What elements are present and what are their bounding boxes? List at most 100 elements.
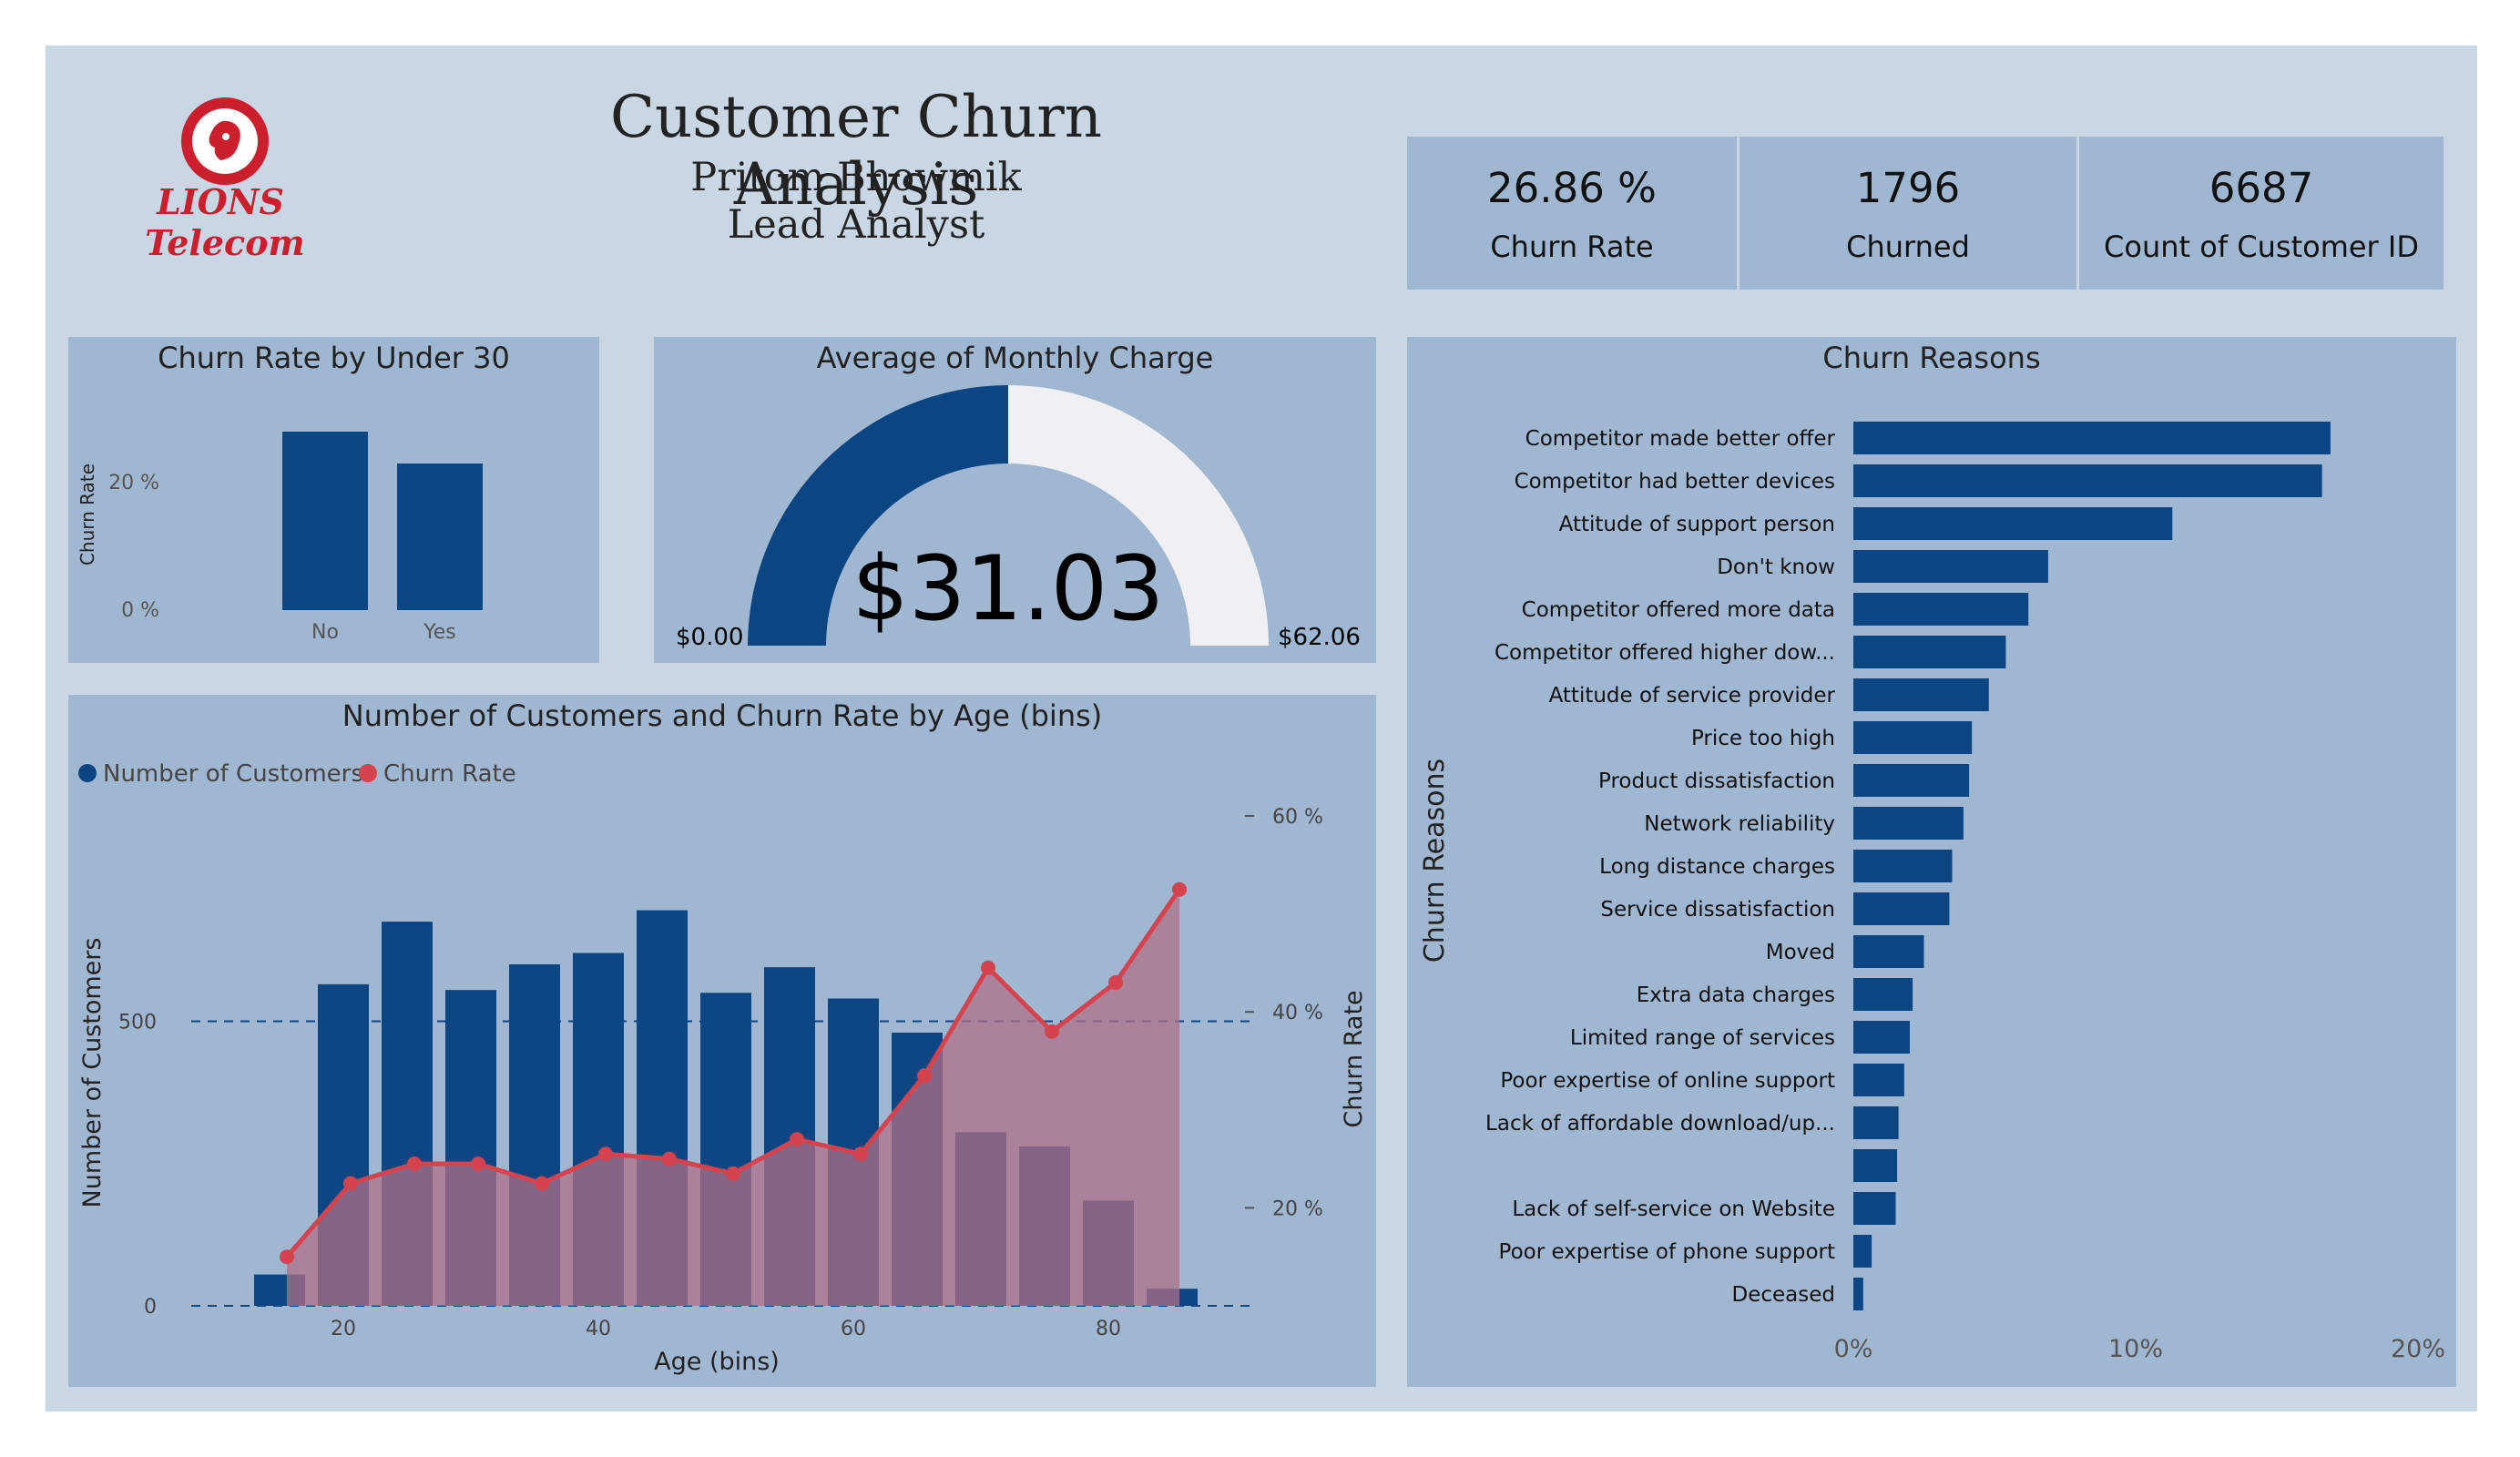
reason-bar bbox=[1853, 721, 1973, 754]
age-churn-rate-point bbox=[981, 960, 995, 975]
reason-label: Competitor offered more data bbox=[1522, 598, 1835, 622]
under30-y-axis-label: Churn Rate bbox=[77, 464, 98, 565]
reason-label: Moved bbox=[1766, 941, 1835, 964]
under30-x-tick: No bbox=[311, 621, 339, 644]
age-churn-rate-point bbox=[407, 1156, 422, 1171]
reason-bar bbox=[1853, 593, 2029, 626]
under30-chart: Churn Rate 0 % 20 % No Yes bbox=[77, 432, 483, 644]
reasons-x-tick: 0% bbox=[1834, 1335, 1873, 1363]
age-y-tick: 500 bbox=[118, 1012, 157, 1034]
reason-label: Service dissatisfaction bbox=[1600, 898, 1835, 922]
churn-reasons-title: Churn Reasons bbox=[1822, 341, 2041, 375]
under30-bar bbox=[397, 464, 483, 610]
age-churn-rate-point bbox=[1172, 881, 1187, 897]
under30-chart-title: Churn Rate by Under 30 bbox=[158, 341, 510, 375]
reason-bar bbox=[1853, 550, 2048, 583]
page-title: Customer Churn Analysis bbox=[610, 84, 1102, 219]
reason-label: Network reliability bbox=[1644, 812, 1835, 836]
logo-text-telecom: Telecom bbox=[145, 222, 304, 263]
reason-label: Lack of affordable download/up... bbox=[1485, 1112, 1835, 1136]
age-churn-rate-point bbox=[280, 1249, 294, 1265]
gauge-remaining-arc bbox=[1008, 385, 1269, 646]
under30-y-tick: 20 % bbox=[108, 472, 159, 494]
under30-x-tick: Yes bbox=[423, 621, 456, 644]
kpi-label: Count of Customer ID bbox=[2104, 229, 2419, 264]
age-churn-rate-point bbox=[535, 1176, 549, 1191]
churn-reasons-panel: Churn Reasons Churn Reasons Competitor ma… bbox=[1407, 337, 2456, 1387]
reason-label: Lack of self-service on Website bbox=[1512, 1197, 1835, 1221]
reasons-y-axis-label: Churn Reasons bbox=[1419, 759, 1451, 963]
age-chart-panel: Number of Customers and Churn Rate by Ag… bbox=[68, 695, 1376, 1387]
kpi-label: Churned bbox=[1846, 229, 1970, 264]
age-churn-rate-point bbox=[471, 1156, 485, 1171]
age-y-tick: 0 bbox=[144, 1296, 157, 1319]
age-churn-rate-point bbox=[853, 1146, 868, 1162]
reason-label: Long distance charges bbox=[1599, 855, 1835, 879]
reason-label: Poor expertise of online support bbox=[1500, 1069, 1835, 1093]
kpi-label: Churn Rate bbox=[1490, 229, 1654, 264]
age-x-tick: 40 bbox=[586, 1318, 611, 1340]
under30-bar bbox=[282, 432, 368, 610]
age-x-tick: 60 bbox=[841, 1318, 866, 1340]
age-churn-rate-point bbox=[662, 1151, 677, 1167]
analyst-role: Lead Analyst bbox=[727, 202, 985, 248]
logo-text-lions: LIONS bbox=[156, 181, 284, 222]
reason-bar bbox=[1853, 1278, 1863, 1310]
age-y-axis-label: Number of Customers bbox=[78, 938, 107, 1208]
churn-reasons-chart: Churn Reasons Competitor made better offe… bbox=[1419, 422, 2445, 1363]
reason-label: Attitude of support person bbox=[1559, 513, 1835, 536]
age-x-tick: 80 bbox=[1096, 1318, 1121, 1340]
reason-label: Limited range of services bbox=[1570, 1026, 1835, 1050]
reason-bar bbox=[1853, 1149, 1898, 1182]
reason-bar bbox=[1853, 464, 2322, 497]
monthly-charge-gauge: $31.03 $0.00 $62.06 bbox=[676, 385, 1361, 651]
legend-label-churn-rate: Churn Rate bbox=[383, 760, 516, 788]
gauge-value-arc bbox=[748, 385, 1008, 646]
age-x-axis-label: Age (bins) bbox=[654, 1348, 780, 1376]
age-x-tick: 20 bbox=[331, 1318, 356, 1340]
age-y2-tick: 60 % bbox=[1272, 806, 1323, 829]
reason-bar bbox=[1853, 678, 1989, 711]
gauge-min-label: $0.00 bbox=[676, 624, 743, 651]
gauge-value-label: $31.03 bbox=[852, 537, 1165, 641]
reason-label: Competitor had better devices bbox=[1515, 470, 1835, 494]
legend-label-customers: Number of Customers bbox=[103, 760, 363, 788]
legend-marker-customers bbox=[78, 764, 97, 782]
age-churn-rate-point bbox=[343, 1176, 358, 1191]
reason-label: Competitor made better offer bbox=[1525, 427, 1836, 451]
kpi-card-churn-rate: 26.86 % Churn Rate bbox=[1407, 137, 1737, 290]
reason-label: Price too high bbox=[1691, 727, 1835, 750]
age-chart-title: Number of Customers and Churn Rate by Ag… bbox=[342, 698, 1103, 733]
reason-bar bbox=[1853, 1106, 1899, 1139]
gauge-title: Average of Monthly Charge bbox=[816, 341, 1214, 375]
reason-label: Extra data charges bbox=[1637, 983, 1835, 1007]
reason-bar bbox=[1853, 1235, 1872, 1268]
reason-bar bbox=[1853, 850, 1953, 882]
reason-label: Product dissatisfaction bbox=[1598, 769, 1835, 793]
age-churn-rate-area bbox=[287, 889, 1179, 1306]
age-churn-rate-point bbox=[1108, 974, 1123, 990]
under30-chart-panel: Churn Rate by Under 30 Churn Rate 0 % 20 %… bbox=[68, 337, 599, 663]
kpi-value: 26.86 % bbox=[1487, 164, 1657, 212]
age-churn-rate-point bbox=[726, 1166, 740, 1181]
reason-label: Attitude of service provider bbox=[1549, 684, 1836, 708]
gauge-panel: Average of Monthly Charge $31.03 $0.00 $62… bbox=[654, 337, 1376, 663]
reason-bar bbox=[1853, 892, 1950, 925]
kpi-card-churned: 1796 Churned bbox=[1740, 137, 2076, 290]
reason-label: Deceased bbox=[1732, 1283, 1835, 1307]
reason-bar bbox=[1853, 636, 2006, 668]
kpi-value: 1796 bbox=[1855, 164, 1961, 212]
age-churn-rate-point bbox=[917, 1068, 932, 1084]
reason-bar bbox=[1853, 422, 2331, 454]
reasons-x-tick: 20% bbox=[2391, 1335, 2445, 1363]
age-y2-tick: 20 % bbox=[1272, 1197, 1323, 1220]
reason-bar bbox=[1853, 1192, 1896, 1225]
reason-bar bbox=[1853, 507, 2173, 540]
legend-marker-churn-rate bbox=[359, 764, 377, 782]
reason-label: Competitor offered higher dow... bbox=[1495, 641, 1835, 665]
reason-bar bbox=[1853, 1021, 1910, 1054]
kpi-card-customer-count: 6687 Count of Customer ID bbox=[2079, 137, 2443, 290]
reason-bar bbox=[1853, 764, 1970, 797]
under30-y-tick: 0 % bbox=[121, 599, 159, 622]
reasons-x-tick: 10% bbox=[2108, 1335, 2163, 1363]
